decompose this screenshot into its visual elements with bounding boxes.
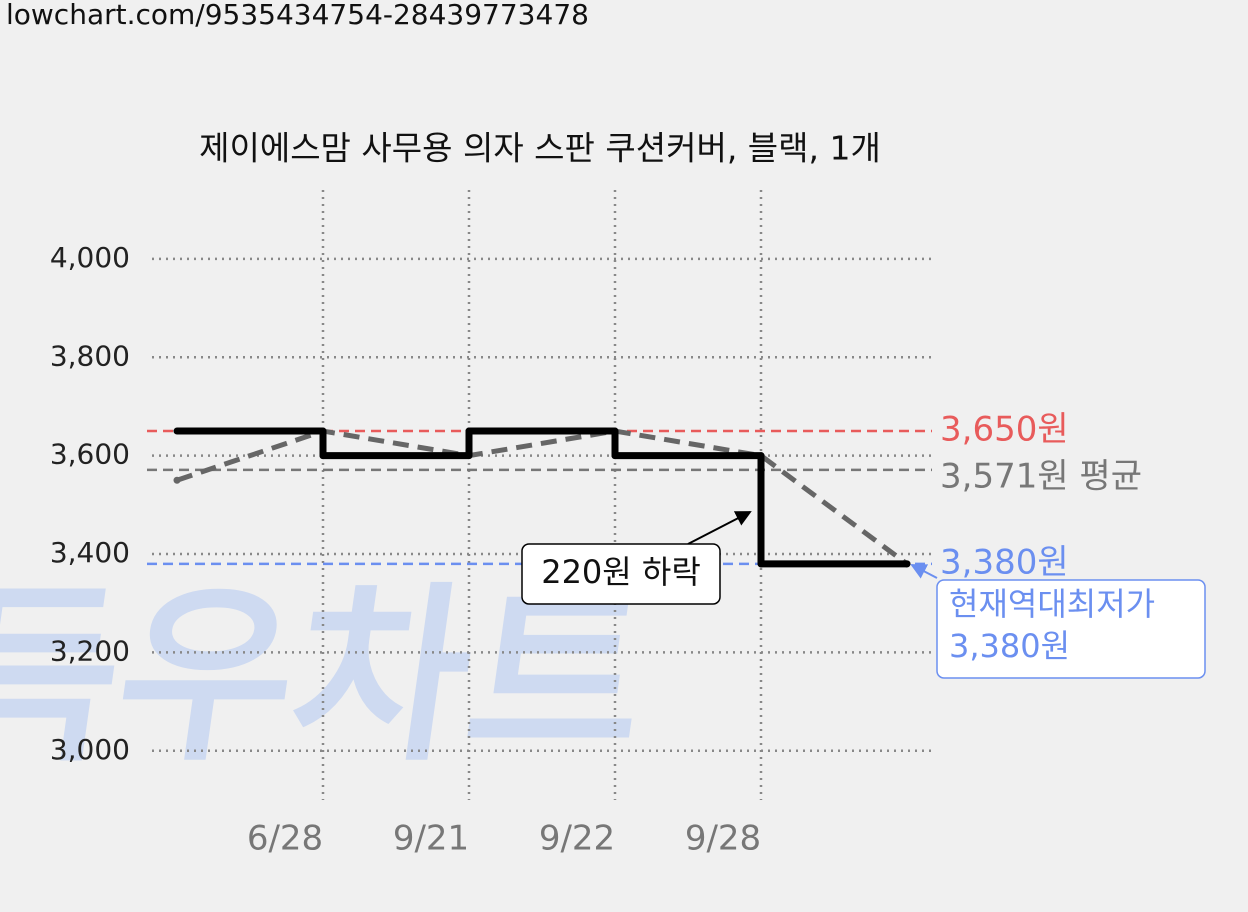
point bbox=[173, 427, 181, 435]
price-line bbox=[176, 428, 909, 566]
y-tick-label: 3,800 bbox=[50, 339, 130, 372]
reference-label: 3,380원 bbox=[940, 542, 1069, 582]
x-tick-label: 6/28 bbox=[247, 819, 323, 859]
point bbox=[465, 427, 473, 435]
x-tick-label: 9/22 bbox=[539, 819, 615, 859]
reference-label: 3,650원 bbox=[940, 410, 1069, 450]
chart-title: 제이에스맘 사무용 의자 스판 쿠션커버, 블랙, 1개 bbox=[199, 129, 881, 168]
annotation-arrow bbox=[910, 564, 938, 579]
y-tick-label: 3,200 bbox=[50, 634, 130, 667]
point bbox=[903, 560, 911, 568]
annotation-text: 현재역대최저가 bbox=[949, 585, 1155, 623]
point bbox=[757, 560, 765, 568]
y-tick-label: 3,600 bbox=[50, 438, 130, 471]
annotation-text: 220원 하락 bbox=[541, 553, 701, 591]
y-tick-label: 4,000 bbox=[50, 241, 130, 274]
reference-label: 3,571원 평균 bbox=[940, 456, 1142, 496]
x-tick-label: 9/21 bbox=[393, 819, 469, 859]
point bbox=[611, 452, 619, 460]
price-line bbox=[177, 427, 907, 568]
url: lowchart.com/9535434754-28439773478 bbox=[6, 0, 589, 31]
point bbox=[173, 476, 181, 484]
y-tick-label: 3,400 bbox=[50, 536, 130, 569]
annotation-box bbox=[521, 543, 721, 605]
y-tick-label: 3,000 bbox=[50, 733, 130, 766]
point bbox=[319, 452, 327, 460]
x-tick-label: 9/28 bbox=[685, 819, 761, 859]
annotation-box bbox=[936, 579, 1206, 679]
annotation-arrow bbox=[687, 511, 752, 545]
annotation-text: 3,380원 bbox=[949, 627, 1070, 665]
